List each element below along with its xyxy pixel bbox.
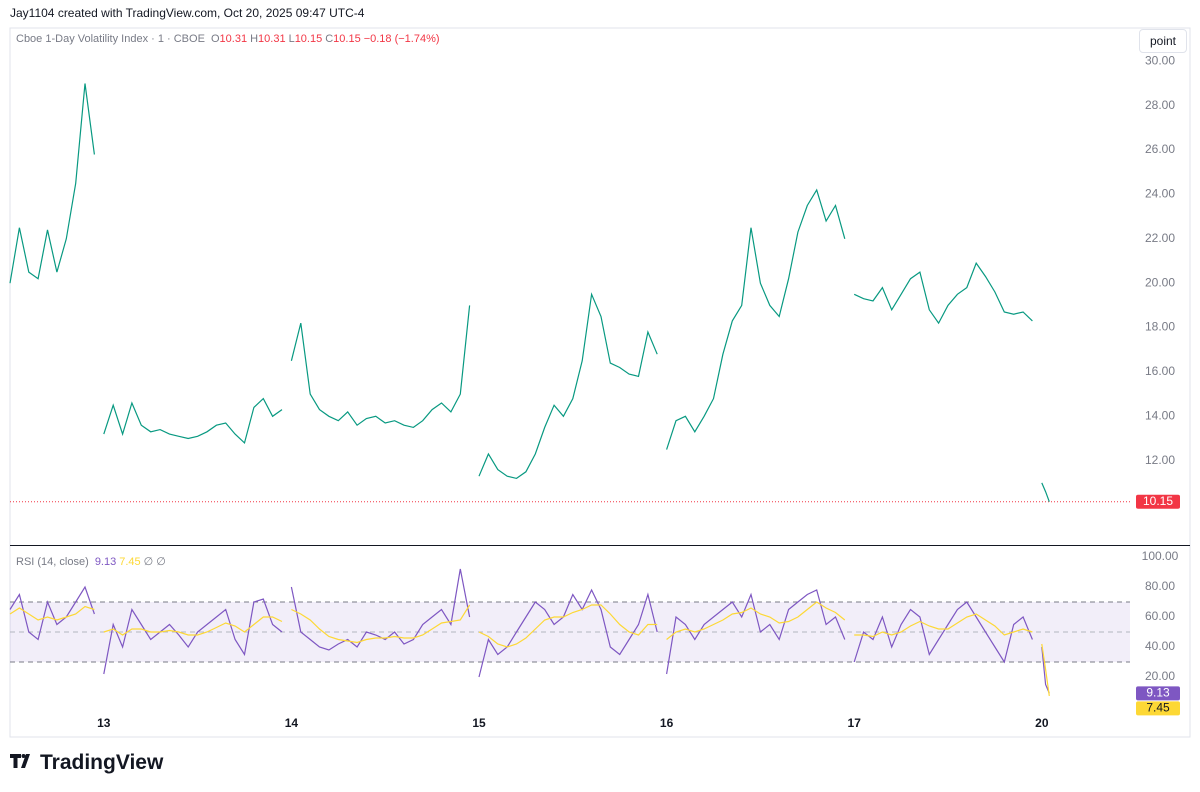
brand: TradingView bbox=[40, 751, 164, 774]
legend-extra: ∅ ∅ bbox=[143, 556, 166, 568]
x-tick-label: 20 bbox=[1035, 716, 1049, 730]
ohlc-value: 10.15 bbox=[294, 33, 323, 45]
y-tick-label: 14.00 bbox=[1145, 408, 1175, 422]
y-tick-label: 80.00 bbox=[1145, 579, 1175, 593]
brand-logo bbox=[10, 754, 30, 768]
ohlc-label: C bbox=[325, 33, 334, 45]
series-line bbox=[9, 601, 1050, 696]
y-tick-label: 24.00 bbox=[1145, 187, 1175, 201]
ohlc-label: O bbox=[210, 33, 220, 45]
value-tag bbox=[1136, 701, 1180, 716]
ohlc-value: 10.15 bbox=[333, 33, 361, 45]
x-tick-label: 15 bbox=[472, 716, 486, 730]
ohlc-value: 10.31 bbox=[219, 33, 248, 45]
y-tick-label: 30.00 bbox=[1145, 53, 1175, 67]
legend-title: RSI (14, close) bbox=[16, 556, 89, 568]
rsi-legend: RSI (14, close) 9.13 7.45 ∅ ∅ bbox=[16, 555, 169, 568]
x-tick-label: 13 bbox=[97, 716, 111, 730]
legend-value: 9.13 bbox=[94, 556, 117, 568]
y-tick-label: 22.00 bbox=[1145, 231, 1175, 245]
y-tick-label: 20.00 bbox=[1145, 275, 1175, 289]
x-tick-label: 16 bbox=[660, 716, 674, 730]
change: −0.18 (−1.74%) bbox=[363, 33, 440, 45]
ohlc-label: H bbox=[250, 33, 259, 45]
legend-title: Cboe 1-Day Volatility Index · 1 · CBOE bbox=[16, 33, 205, 45]
series-line bbox=[9, 83, 1050, 502]
y-tick-label: 18.00 bbox=[1145, 320, 1175, 334]
y-tick-label: 60.00 bbox=[1145, 609, 1175, 623]
legend-value: 7.45 bbox=[119, 556, 141, 568]
value-tag-label: 7.45 bbox=[1146, 701, 1170, 715]
value-tag bbox=[1136, 686, 1180, 701]
value-tag bbox=[1136, 494, 1180, 509]
scale-mode-button[interactable]: point bbox=[1139, 29, 1187, 53]
y-tick-label: 40.00 bbox=[1145, 639, 1175, 653]
series-line bbox=[9, 568, 1050, 694]
y-tick-label: 16.00 bbox=[1145, 364, 1175, 378]
ohlc-value: 10.31 bbox=[258, 33, 286, 45]
value-tag-label: 10.15 bbox=[1143, 494, 1173, 508]
y-tick-label: 12.00 bbox=[1145, 453, 1175, 467]
x-tick-label: 17 bbox=[848, 716, 862, 730]
chart-frame bbox=[9, 27, 1191, 738]
x-tick-label: 14 bbox=[285, 716, 299, 730]
value-tag-label: 9.13 bbox=[1146, 686, 1170, 700]
y-tick-label: 26.00 bbox=[1145, 142, 1175, 156]
header: Jay1104 created with TradingView.com, Oc… bbox=[10, 6, 365, 20]
price-legend: Cboe 1-Day Volatility Index · 1 · CBOE O… bbox=[16, 33, 443, 45]
y-tick-label: 20.00 bbox=[1145, 669, 1175, 683]
ohlc-label: L bbox=[288, 33, 295, 45]
y-tick-label: 100.00 bbox=[1142, 549, 1179, 563]
y-tick-label: 28.00 bbox=[1145, 98, 1175, 112]
